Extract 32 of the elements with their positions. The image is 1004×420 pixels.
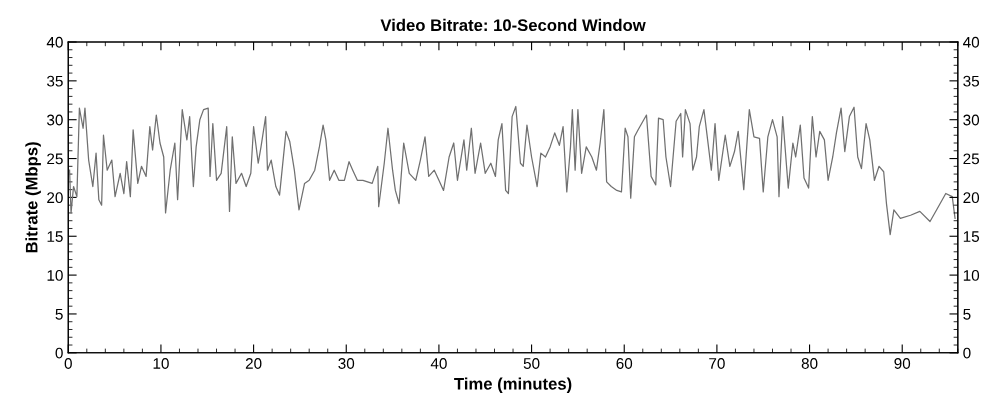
y-axis-title: Bitrate (Mbps) [25,142,41,253]
x-tick-label: 0 [64,358,72,369]
y-tick-label: 40 [46,36,63,48]
x-tick-label: 20 [245,358,262,369]
y2-tick-label: 5 [963,308,971,320]
x-axis-title: Time (minutes) [454,377,572,393]
x-tick-label: 50 [523,358,540,369]
y-tick-label: 5 [55,308,63,320]
line-series [68,105,956,236]
y-tick-label: 30 [47,114,63,126]
chart-title: Video Bitrate: 10-Second Window [380,18,646,32]
x-tick-label: 80 [801,358,818,369]
y-tick-label: 10 [47,269,63,281]
x-tick-label: 90 [894,358,911,369]
y-tick-label: 0 [55,347,63,359]
y2-tick-label: 35 [963,75,980,87]
x-tick-label: 30 [338,358,355,369]
y-tick-label: 25 [47,153,63,165]
y-tick-label: 35 [47,75,63,87]
y-tick-label: 15 [47,231,63,242]
y-tick-label: 20 [47,192,63,204]
y2-tick-label: 40 [963,36,980,48]
x-tick-label: 40 [430,358,447,369]
y2-tick-label: 10 [963,269,980,281]
y2-tick-label: 25 [963,153,980,165]
y2-tick-label: 15 [963,231,980,242]
y2-tick-label: 20 [963,192,980,204]
y2-tick-label: 0 [963,347,971,359]
x-tick-label: 70 [709,358,725,369]
x-tick-label: 10 [153,358,169,369]
x-tick-label: 60 [616,358,633,369]
y2-tick-label: 30 [963,114,980,126]
